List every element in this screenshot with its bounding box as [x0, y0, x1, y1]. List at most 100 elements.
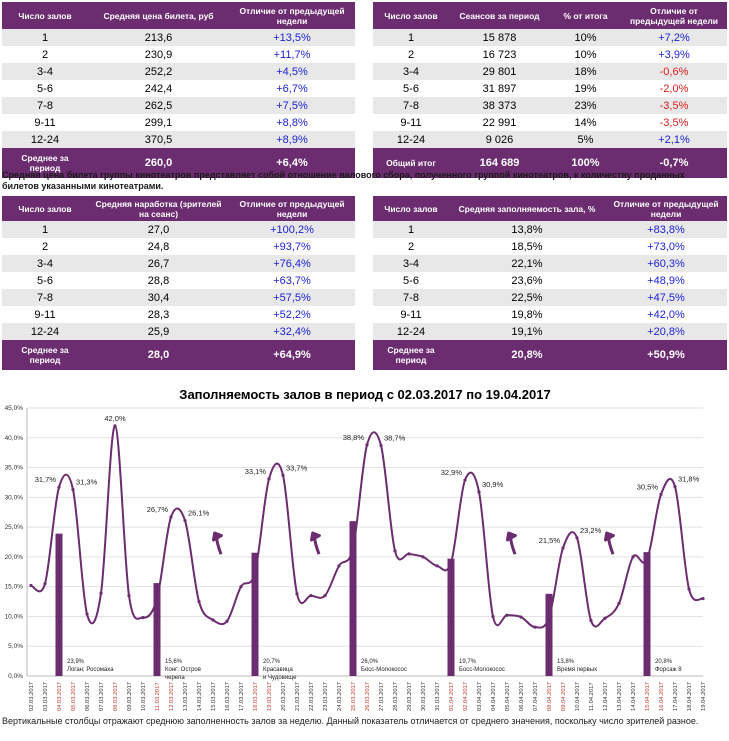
table-header-row: Число залов Сеансов за период % от итога…: [373, 2, 727, 29]
table-cell: 2: [41, 240, 49, 253]
table-cell: +93,7%: [273, 240, 311, 253]
table-cell: 3-4: [2, 63, 88, 80]
table-row: 5-6 28,8 +63,7%: [2, 272, 355, 289]
table-cell: 230,9: [144, 48, 173, 61]
x-tick-label: 17.03.2017: [239, 682, 245, 711]
point-label: 26,1%: [188, 509, 210, 518]
bar-film-label: Конг: Остров: [165, 667, 201, 673]
table-cell: +3,9%: [658, 48, 690, 61]
column-header: Сеансов за период: [449, 2, 550, 29]
table-cell: 9-11: [34, 116, 56, 129]
table-cell: 262,5: [88, 97, 229, 114]
y-tick-label: 25,0%: [5, 524, 24, 531]
bar-value-label: 20,7%: [263, 659, 281, 665]
x-tick-label: 03.04.2017: [477, 682, 483, 711]
weekly-bar: [251, 552, 259, 676]
x-tick-label: 25.03.2017: [351, 682, 357, 711]
point-label: 31,8%: [678, 475, 700, 484]
y-tick-label: 20,0%: [5, 554, 24, 561]
footer-label: Среднее за период: [2, 148, 88, 178]
data-point: [603, 616, 607, 620]
data-point: [575, 536, 579, 540]
x-tick-label: 29.03.2017: [407, 682, 413, 711]
arrow-shape: [309, 531, 321, 555]
trend-arrow-icon: [603, 531, 615, 555]
table-cell: +100,2%: [229, 221, 355, 238]
table-cell: 23%: [550, 97, 621, 114]
x-tick-label: 15.03.2017: [211, 682, 217, 711]
x-tick-label: 20.03.2017: [281, 682, 287, 711]
table-cell: 213,6: [88, 29, 229, 46]
column-header: Отличие от предыдущей недели: [605, 196, 727, 221]
data-point: [477, 490, 481, 494]
bar-film-label: Босс-Молокосос: [361, 667, 407, 673]
x-tick-label: 14.04.2017: [631, 682, 637, 711]
column-header: Средняя наработка (зрителей на сеанс): [88, 196, 229, 221]
table-cell: 7-8: [373, 97, 449, 114]
data-point: [505, 613, 509, 617]
point-label: 33,7%: [286, 463, 308, 472]
column-header: Число залов: [373, 2, 449, 29]
table-cell: 10%: [574, 48, 597, 61]
x-tick-label: 02.04.2017: [463, 682, 469, 711]
data-point: [365, 443, 369, 447]
x-tick-label: 27.03.2017: [379, 682, 385, 711]
table-cell: 3-4: [2, 255, 88, 272]
trend-arrow-icon: [211, 531, 223, 555]
data-point: [463, 478, 467, 482]
x-tick-label: 05.04.2017: [505, 682, 511, 711]
point-label: 32,9%: [441, 468, 463, 477]
column-header: Число залов: [373, 196, 449, 221]
x-tick-label: 10.03.2017: [141, 682, 147, 711]
table-cell: 28,8: [147, 274, 170, 287]
table-cell: 9-11: [400, 116, 422, 129]
table-cell: 13,8%: [449, 221, 605, 238]
x-tick-label: 13.03.2017: [183, 682, 189, 711]
data-point: [71, 487, 75, 492]
table-cell: +73,0%: [647, 240, 685, 253]
table-row: 12-24 25,9 +32,4%: [2, 323, 355, 340]
column-header: Отличие от предыдущей недели: [229, 196, 355, 221]
table-cell: +63,7%: [273, 274, 311, 287]
x-tick-label: 19.03.2017: [267, 682, 273, 711]
table-cell: 12-24: [2, 323, 88, 340]
table-cell: 30,4: [88, 289, 229, 306]
table-cell: +2,1%: [621, 131, 727, 148]
point-label: 33,1%: [245, 467, 267, 476]
data-point: [155, 596, 159, 601]
table-cell: 7-8: [2, 97, 88, 114]
viewers-per-session-table: Число залов Средняя наработка (зрителей …: [2, 196, 355, 370]
footer-label: Общий итог: [373, 148, 449, 178]
table-cell: +32,4%: [229, 323, 355, 340]
point-label: 38,7%: [384, 434, 406, 443]
y-tick-label: 5,0%: [8, 643, 23, 650]
bar-film-label: Логан; Росомаха: [67, 667, 114, 673]
bar-value-label: 15,6%: [165, 659, 183, 665]
x-tick-label: 22.03.2017: [309, 682, 315, 711]
table-row: 1 15 878 10% +7,2%: [373, 29, 727, 46]
table-cell: +8,9%: [229, 131, 355, 148]
x-tick-label: 16.03.2017: [225, 682, 231, 711]
x-tick-label: 19.04.2017: [701, 682, 707, 711]
table-row: 7-8 22,5% +47,5%: [373, 289, 727, 306]
point-label: 26,7%: [147, 505, 169, 514]
x-tick-label: 01.04.2017: [449, 682, 455, 711]
data-point: [337, 564, 341, 568]
x-tick-label: 21.03.2017: [295, 682, 301, 711]
table-cell: 3-4: [373, 63, 449, 80]
data-point: [85, 612, 89, 616]
point-label: 21,5%: [539, 536, 561, 545]
table-cell: 18,5%: [511, 240, 543, 253]
data-point: [43, 582, 47, 586]
table-cell: 22,1%: [449, 255, 605, 272]
table-cell: 14%: [574, 116, 597, 129]
x-tick-label: 09.03.2017: [127, 682, 133, 711]
column-header: Отличие от предыдущей недели: [229, 2, 355, 29]
table-row: 1 13,8% +83,8%: [373, 221, 727, 238]
table-cell: +42,0%: [647, 308, 685, 321]
table-cell: +8,8%: [276, 116, 308, 129]
occupancy-table: Число залов Средняя заполняемость зала, …: [373, 196, 727, 370]
table-cell: +57,5%: [229, 289, 355, 306]
x-tick-label: 18.03.2017: [253, 682, 259, 711]
column-header: Число залов: [2, 196, 88, 221]
